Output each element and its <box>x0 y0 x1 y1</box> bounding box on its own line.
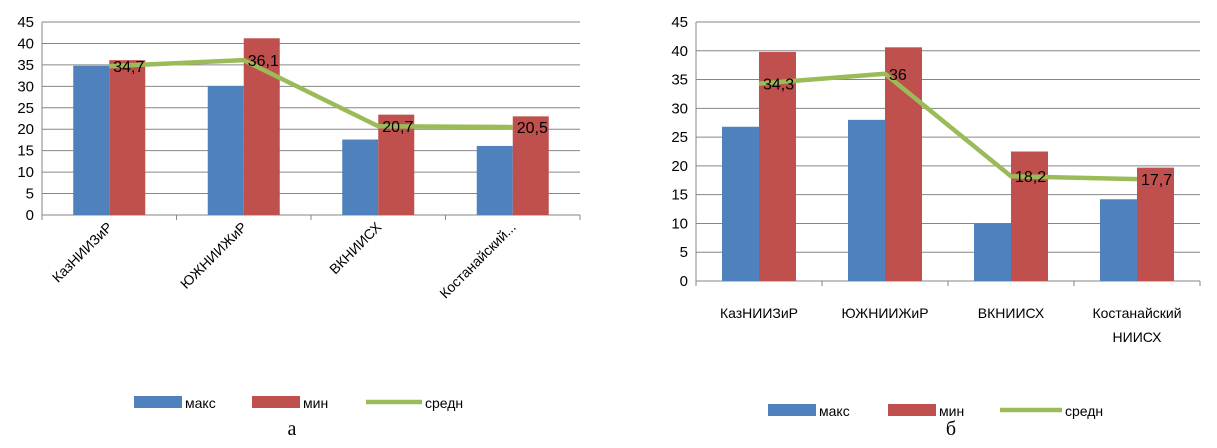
chart-a-ytick-label: 45 <box>17 14 34 31</box>
chart-a-line-средн <box>109 57 513 130</box>
chart-b-line-средн <box>758 71 1138 182</box>
chart-b-ytick-label: 20 <box>671 158 688 175</box>
chart-b-ytick-label: 45 <box>671 14 688 31</box>
chart-a-bar-макс <box>207 85 244 215</box>
chart-b-bar-мин <box>1011 151 1048 281</box>
chart-b-bar-макс <box>1100 199 1137 281</box>
chart-b-legend-swatch-мин <box>888 404 936 416</box>
chart-a-bar-мин <box>378 114 415 215</box>
chart-b-category-label: НИИСХ <box>1113 329 1163 345</box>
chart-a-legend-label: макс <box>185 395 216 411</box>
chart-b-data-label: 17,7 <box>1141 172 1172 189</box>
chart-a-category-label: ЮЖНИИЖиР <box>177 219 250 292</box>
chart-b-ytick-label: 15 <box>671 187 688 204</box>
chart-a-bar-мин <box>109 60 146 215</box>
chart-b-data-label: 18,2 <box>1015 169 1046 186</box>
chart-b-legend-label: мин <box>939 403 964 419</box>
chart-b-data-label: 34,3 <box>763 77 794 94</box>
chart-b-category-label: КазНИИЗиР <box>720 305 798 321</box>
chart-a-bar-макс <box>476 145 513 215</box>
chart-b-category-label: ЮЖНИИЖиР <box>841 305 928 321</box>
caption-a: а <box>287 418 297 440</box>
chart-b-ytick-label: 10 <box>671 215 688 232</box>
chart-a-ytick-label: 20 <box>17 121 34 138</box>
chart-b-ytick-label: 30 <box>671 100 688 117</box>
chart-a-ytick-label: 30 <box>17 78 34 95</box>
chart-b-bar-макс <box>974 223 1011 281</box>
chart-b-category-label: ВКНИИСХ <box>978 305 1045 321</box>
chart-b-ytick-label: 35 <box>671 72 688 89</box>
chart-a-bar-мин <box>512 116 549 215</box>
chart-a-data-label: 36,1 <box>248 53 279 70</box>
chart-b-bar-макс <box>848 119 885 281</box>
chart-b-ytick-label: 25 <box>671 129 688 146</box>
chart-a-data-label: 34,7 <box>113 59 144 76</box>
chart-a-category-label: ВКНИИСХ <box>326 218 385 277</box>
chart-a-legend-label: мин <box>303 395 328 411</box>
chart-b-bar-макс <box>722 126 759 281</box>
chart-a-data-label: 20,7 <box>382 119 413 136</box>
caption-b: б <box>945 418 957 440</box>
chart-b-legend-swatch-макс <box>768 404 816 416</box>
chart-a-ytick-label: 15 <box>17 143 34 160</box>
chart-a-bar-макс <box>342 139 379 215</box>
chart-a-ytick-label: 35 <box>17 57 34 74</box>
chart-a-category-label: Костанайский... <box>436 219 519 302</box>
chart-b-ytick-label: 40 <box>671 43 688 60</box>
chart-a-ytick-label: 10 <box>17 164 34 181</box>
chart-a-category-label: КазНИИЗиР <box>49 219 116 286</box>
chart-b-category-label: Костанайский <box>1092 305 1181 321</box>
chart-a-ytick-label: 0 <box>26 207 34 224</box>
chart-b-legend-label: средн <box>1065 403 1103 419</box>
chart-a-data-label: 20,5 <box>517 120 548 137</box>
chart-a-bar-макс <box>73 65 110 215</box>
chart-b-bar-мин <box>759 51 796 281</box>
chart-b-ytick-label: 5 <box>680 244 688 261</box>
chart-a-ytick-label: 40 <box>17 35 34 52</box>
chart-b-legend-label: макс <box>819 403 850 419</box>
chart-a-legend-swatch-мин <box>252 396 300 408</box>
chart-b-bar-мин <box>1137 167 1174 281</box>
chart-a-legend-swatch-макс <box>134 396 182 408</box>
chart-a-ytick-label: 5 <box>26 186 34 203</box>
chart-b-data-label: 36 <box>889 67 907 84</box>
chart-b-ytick-label: 0 <box>680 273 688 290</box>
chart-a-ytick-label: 25 <box>17 100 34 117</box>
chart-a-legend-label: средн <box>425 395 463 411</box>
